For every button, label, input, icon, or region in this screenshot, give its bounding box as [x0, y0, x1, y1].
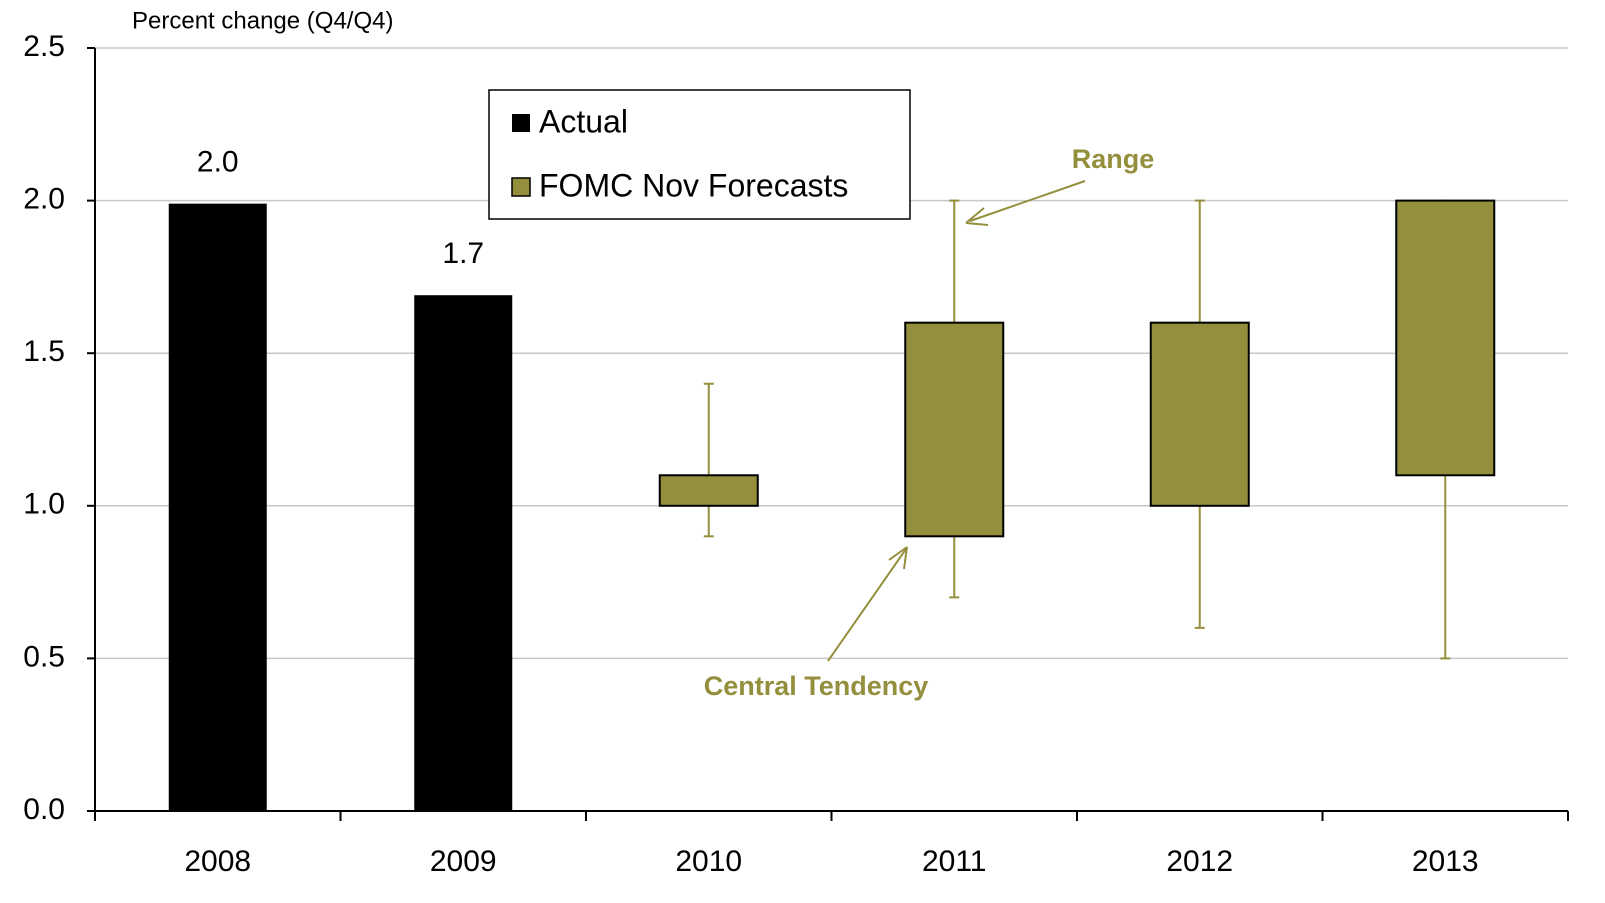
annotation: Central Tendency [704, 671, 929, 701]
y-tick-label: 0.0 [23, 793, 65, 826]
annotation-arrow [969, 180, 1086, 222]
data-label: 1.7 [442, 237, 484, 270]
bar [414, 295, 513, 811]
y-tick-label: 2.5 [23, 30, 65, 63]
legend-label: Actual [539, 103, 628, 139]
central-box [1395, 199, 1496, 477]
y-tick-label: 0.5 [23, 640, 65, 673]
annotation: Range [1072, 144, 1155, 174]
y-tick-label: 2.0 [23, 183, 65, 216]
annotation-arrow [827, 548, 907, 662]
x-tick-label: 2008 [184, 845, 251, 878]
x-tick-label: 2012 [1166, 845, 1233, 878]
x-tick-label: 2009 [430, 845, 497, 878]
legend-box [488, 89, 911, 220]
x-tick-label: 2010 [675, 845, 742, 878]
legend-swatch [511, 177, 531, 197]
bar [168, 203, 267, 812]
y-tick-label: 1.5 [23, 335, 65, 368]
y-tick-label: 1.0 [23, 488, 65, 521]
data-label: 2.0 [197, 146, 239, 179]
central-box [1149, 321, 1250, 507]
x-tick-label: 2011 [922, 845, 987, 878]
arrow-head [965, 207, 989, 226]
legend-swatch [512, 114, 530, 132]
legend-label: FOMC Nov Forecasts [539, 167, 848, 203]
x-tick-label: 2013 [1412, 845, 1479, 878]
arrow-head [888, 546, 908, 570]
central-box [904, 321, 1005, 538]
central-box [658, 474, 759, 507]
y-axis-label: Percent change (Q4/Q4) [132, 7, 393, 34]
